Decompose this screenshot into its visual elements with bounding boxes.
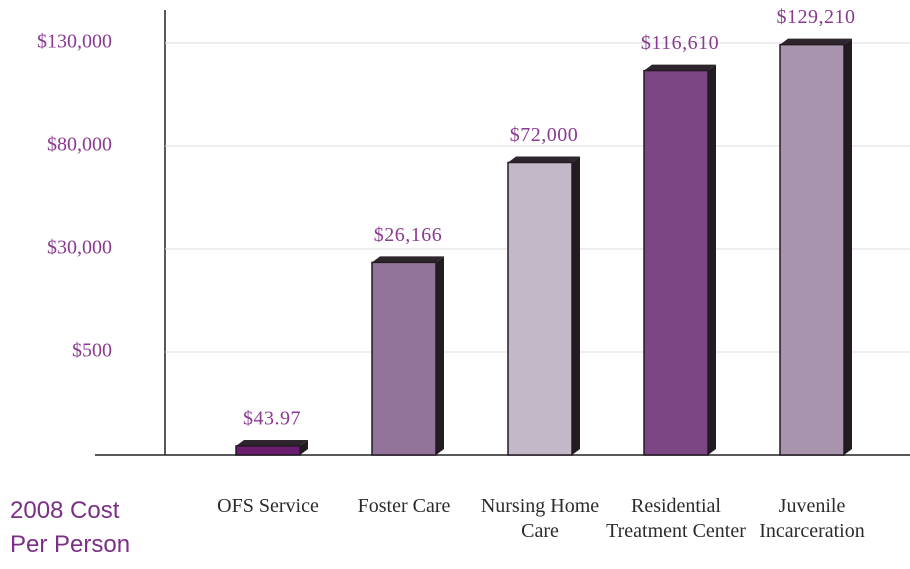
bar-top: [236, 439, 308, 446]
y-tick-label: $80,000: [47, 134, 112, 156]
x-tick-label: Nursing Home Care: [480, 495, 600, 542]
bar-side: [436, 256, 444, 455]
x-tick-label: Residential Treatment Center: [606, 495, 746, 542]
bar: [371, 261, 437, 456]
value-label: $116,610: [641, 32, 719, 54]
bar: [507, 161, 573, 456]
value-label: $72,000: [510, 124, 579, 146]
bar-top: [780, 38, 852, 45]
bar-top: [644, 64, 716, 71]
value-label: $43.97: [243, 408, 301, 430]
y-tick-label: $30,000: [47, 237, 112, 259]
bar: [235, 445, 301, 456]
bar-side: [300, 439, 308, 455]
value-label: $26,166: [374, 224, 443, 246]
axis-label: 2008 Cost Per Person: [10, 497, 131, 558]
x-tick-label: Juvenile Incarceration: [759, 495, 865, 542]
bar-side: [844, 38, 852, 455]
y-tick-label: $500: [72, 340, 112, 362]
value-label: $129,210: [777, 6, 856, 28]
bar-side: [708, 64, 716, 455]
x-tick-label: OFS Service: [217, 495, 319, 517]
x-tick-label: Foster Care: [357, 495, 451, 517]
bar: [643, 69, 709, 456]
bar-top: [372, 256, 444, 263]
bar-top: [508, 156, 580, 163]
bar-side: [572, 156, 580, 456]
y-tick-label: $130,000: [37, 31, 112, 53]
bar: [779, 43, 845, 456]
